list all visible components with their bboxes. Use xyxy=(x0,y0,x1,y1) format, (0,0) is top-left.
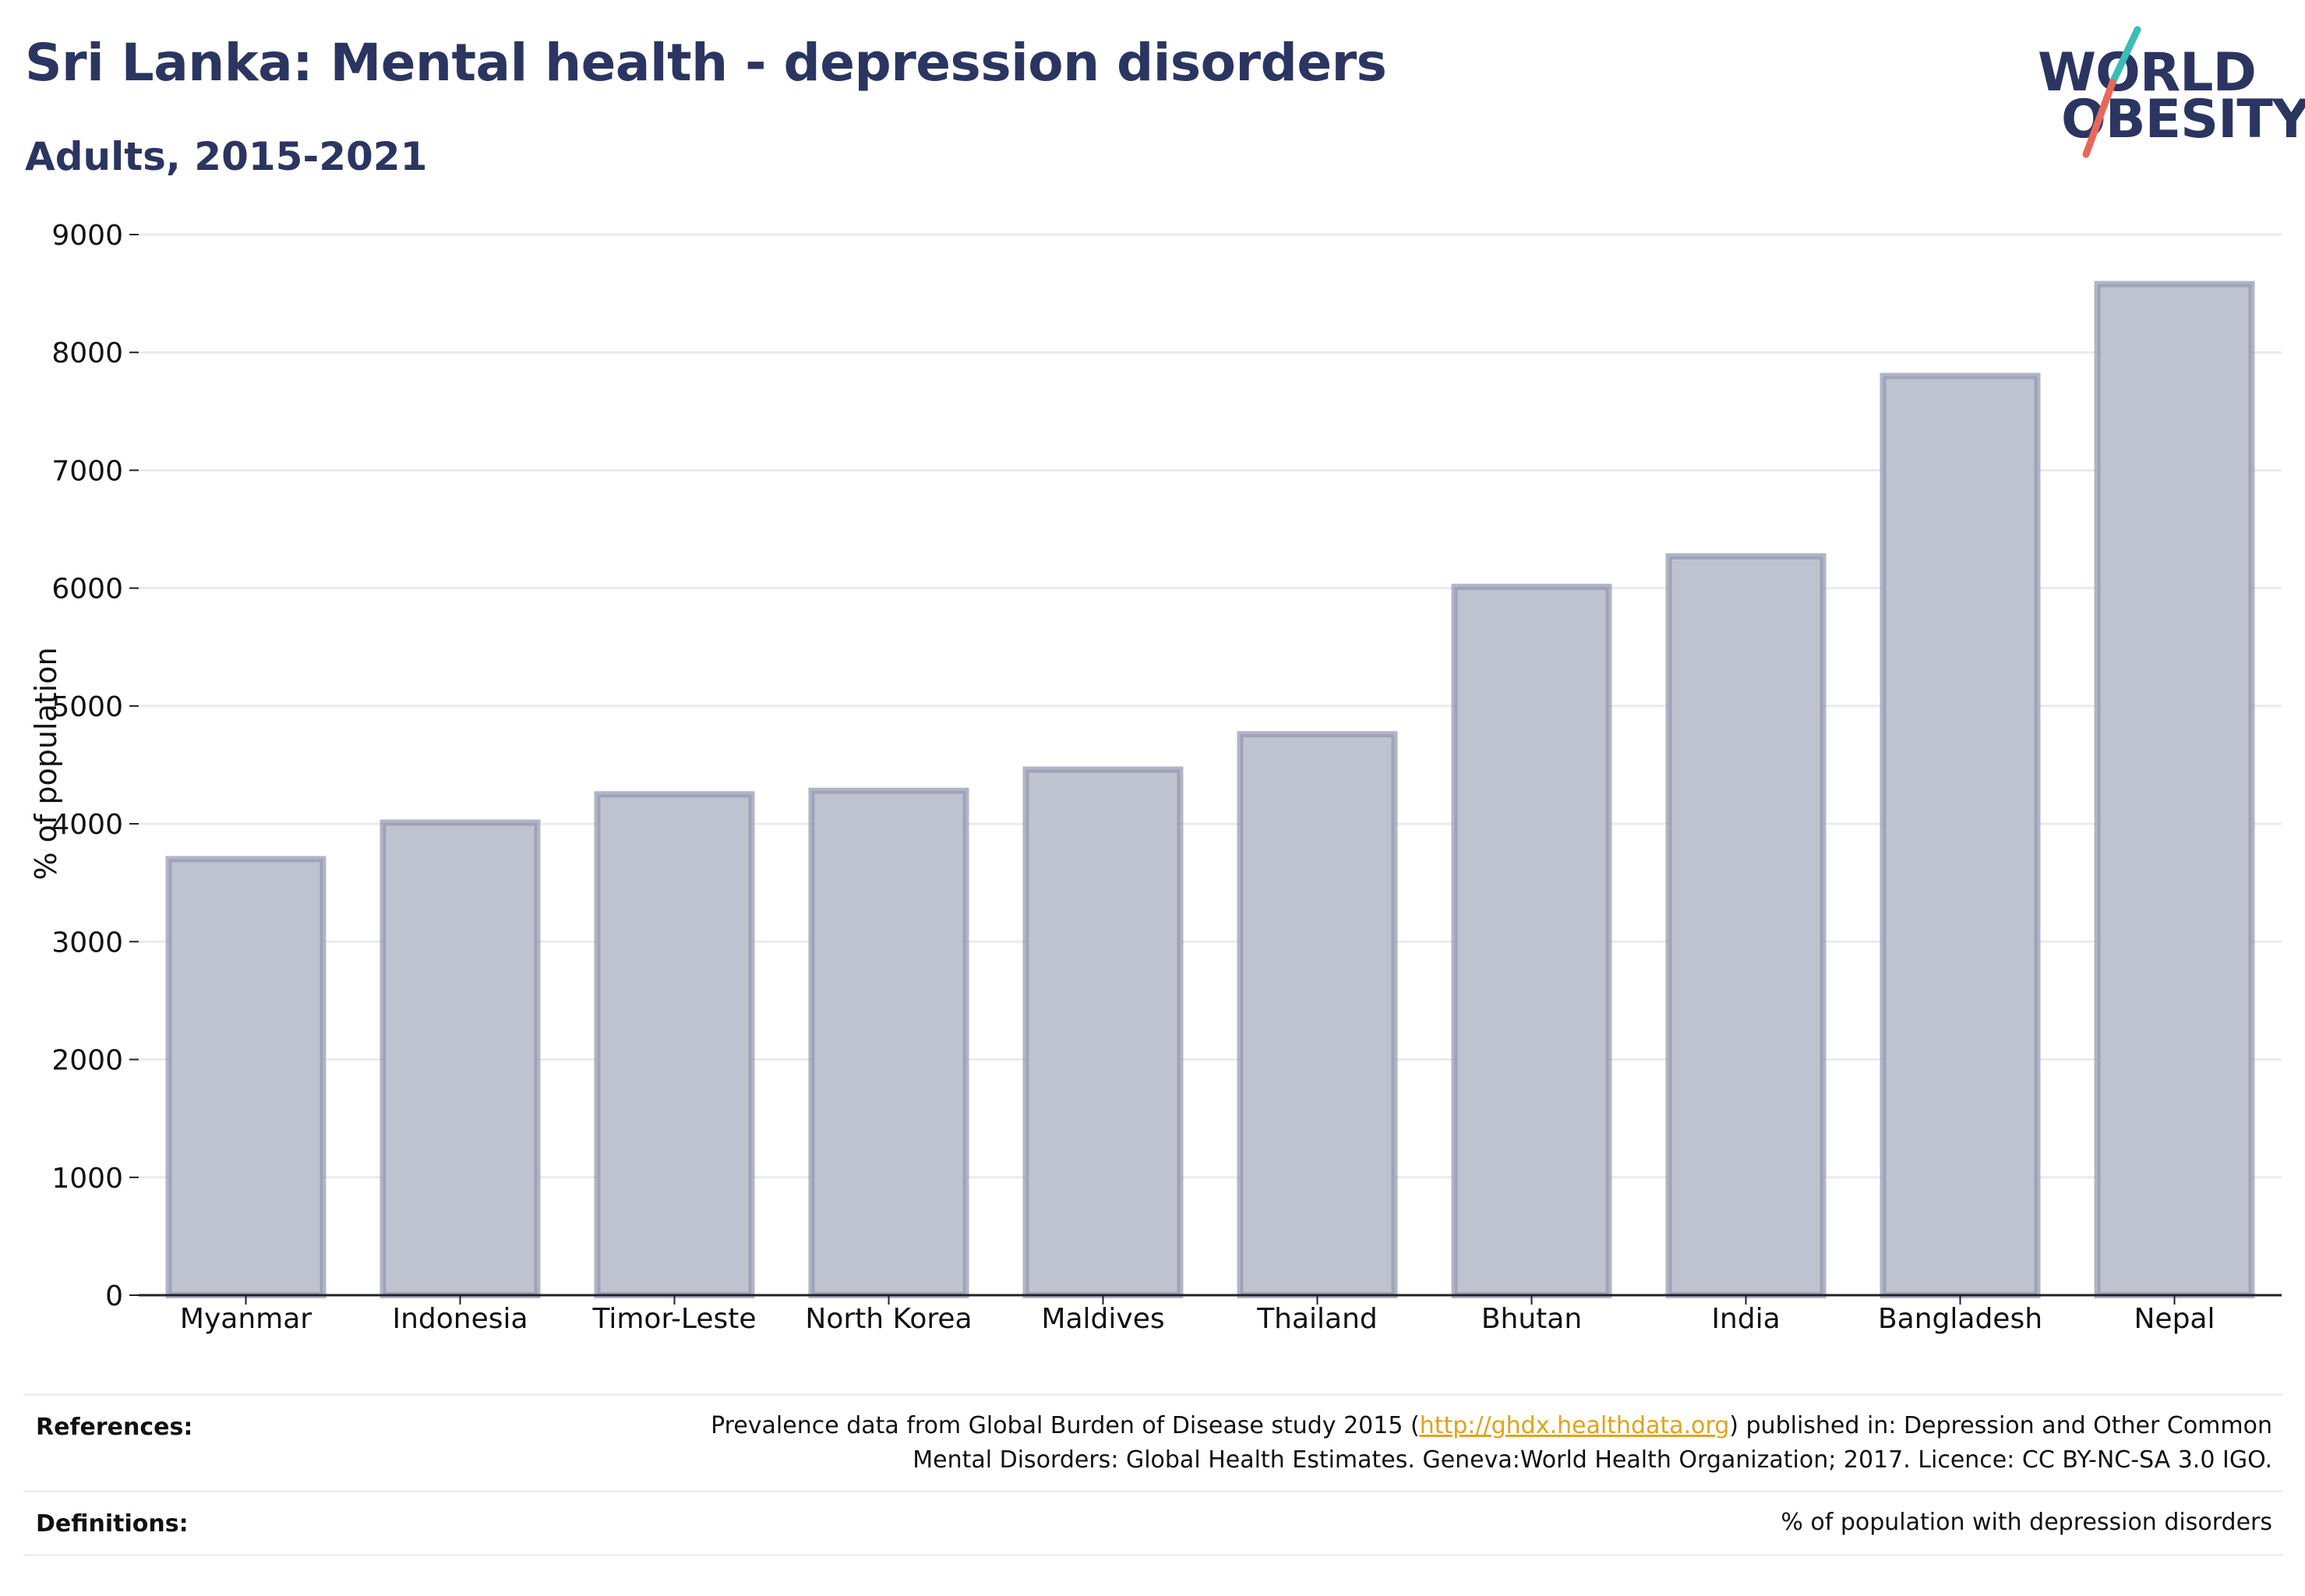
y-tick-label: 7000 xyxy=(51,455,123,487)
x-tick-label: Myanmar xyxy=(180,1303,312,1335)
footer-divider-bottom xyxy=(23,1554,2283,1556)
bars xyxy=(165,281,2255,1299)
y-tick-label: 4000 xyxy=(51,809,123,841)
x-tick-label: Indonesia xyxy=(392,1303,528,1335)
bar-bhutan xyxy=(1451,584,1612,1299)
definitions-label: Definitions: xyxy=(36,1510,189,1538)
bar-india xyxy=(1665,553,1827,1298)
y-tick-label: 5000 xyxy=(51,691,123,723)
y-tick-label: 8000 xyxy=(51,337,123,369)
bar-north-korea xyxy=(808,787,969,1298)
logo-line-1: WORLD xyxy=(2038,42,2257,104)
chart-title: Sri Lanka: Mental health - depression di… xyxy=(25,33,1387,93)
y-tick-label: 0 xyxy=(105,1280,123,1312)
x-tick-label: North Korea xyxy=(805,1303,972,1335)
definitions-section: Definitions: % of population with depres… xyxy=(23,1490,2283,1552)
world-obesity-logo: WORLD OBESITY xyxy=(2038,23,2305,164)
references-line1-pre: Prevalence data from Global Burden of Di… xyxy=(711,1412,1420,1439)
x-tick-label: Maldives xyxy=(1041,1303,1164,1335)
y-tick-label: 9000 xyxy=(51,220,123,252)
references-text: Prevalence data from Global Burden of Di… xyxy=(711,1409,2272,1478)
y-tick-label: 6000 xyxy=(51,574,123,606)
y-axis-label: % of population xyxy=(29,647,63,880)
bar-myanmar xyxy=(165,856,327,1298)
y-tick-label: 1000 xyxy=(51,1163,123,1195)
bar-indonesia xyxy=(379,819,541,1298)
bar-thailand xyxy=(1237,731,1398,1298)
x-tick-labels: Myanmar Indonesia Timor-Leste North Korea Ma… xyxy=(180,1295,2215,1335)
x-tick-label: Nepal xyxy=(2134,1303,2215,1335)
footer-divider-top xyxy=(23,1393,2283,1396)
footer-divider-middle xyxy=(23,1490,2283,1492)
references-line1-post: ) published in: Depression and Other Com… xyxy=(1729,1412,2272,1439)
x-tick-label: India xyxy=(1711,1303,1780,1335)
y-tick-label: 2000 xyxy=(51,1045,123,1077)
x-tick-label: Thailand xyxy=(1256,1303,1378,1335)
x-tick-label: Bangladesh xyxy=(1878,1303,2042,1335)
references-line2: Mental Disorders: Global Health Estimate… xyxy=(912,1446,2272,1474)
x-tick-label: Timor-Leste xyxy=(591,1303,756,1335)
chart-subtitle: Adults, 2015-2021 xyxy=(25,134,428,179)
logo-slash-icon xyxy=(2082,26,2141,158)
x-tick-label: Bhutan xyxy=(1481,1303,1582,1335)
references-section: References: Prevalence data from Global … xyxy=(23,1393,2283,1487)
bar-chart: 0 1000 2000 3000 4000 5000 6000 7000 8000 9000 My… xyxy=(29,220,2282,1335)
y-tick-label: 3000 xyxy=(51,927,123,959)
bar-timor-leste xyxy=(594,791,755,1298)
bar-bangladesh xyxy=(1880,373,2041,1298)
references-link[interactable]: http://ghdx.healthdata.org xyxy=(1419,1412,1730,1439)
references-label: References: xyxy=(36,1414,193,1441)
bar-maldives xyxy=(1022,766,1184,1298)
definitions-text: % of population with depression disorder… xyxy=(1781,1509,2272,1536)
y-tick-labels: 0 1000 2000 3000 4000 5000 6000 7000 8000 9000 xyxy=(51,220,139,1312)
bar-nepal xyxy=(2094,281,2255,1299)
